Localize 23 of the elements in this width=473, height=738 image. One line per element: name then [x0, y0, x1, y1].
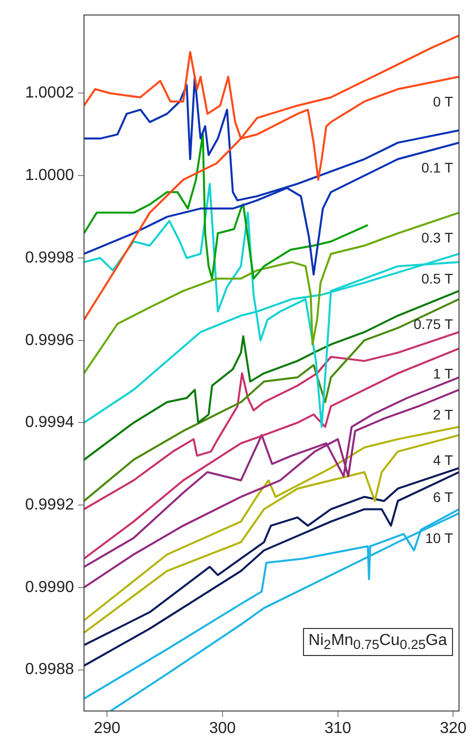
series-label: 0.1 T — [421, 160, 454, 176]
series-label: 0.75 T — [414, 316, 454, 332]
y-tick-label: 0.9992 — [25, 496, 74, 514]
series-label: 10 T — [425, 530, 454, 546]
y-tick-label: 0.9988 — [25, 661, 74, 678]
x-tick-label: 290 — [94, 720, 121, 738]
y-tick-label: 1.0002 — [25, 84, 74, 102]
x-tick-label: 320 — [440, 720, 467, 738]
annotation: Ni$_{2}$Mn$_{0.75}$Cu$_{0.25}$Ga — [302, 628, 453, 656]
series-label: 1 T — [433, 365, 454, 382]
series-label: 0.3 T — [421, 230, 454, 246]
y-tick-label: 0.9996 — [25, 332, 74, 349]
y-tick-label: 1.0000 — [25, 167, 74, 184]
series-label: 4 T — [433, 452, 454, 468]
y-tick-label: 0.9990 — [25, 578, 74, 596]
x-tick-label: 310 — [324, 720, 352, 738]
y-tick-label: 0.9998 — [25, 249, 74, 266]
series-label: 6 T — [433, 488, 454, 505]
series-label: 0 T — [433, 94, 454, 110]
series-label: 0.5 T — [421, 270, 454, 287]
series-label: 2 T — [433, 406, 454, 423]
y-tick-label: 0.9994 — [25, 414, 74, 432]
x-tick-label: 300 — [209, 720, 236, 738]
